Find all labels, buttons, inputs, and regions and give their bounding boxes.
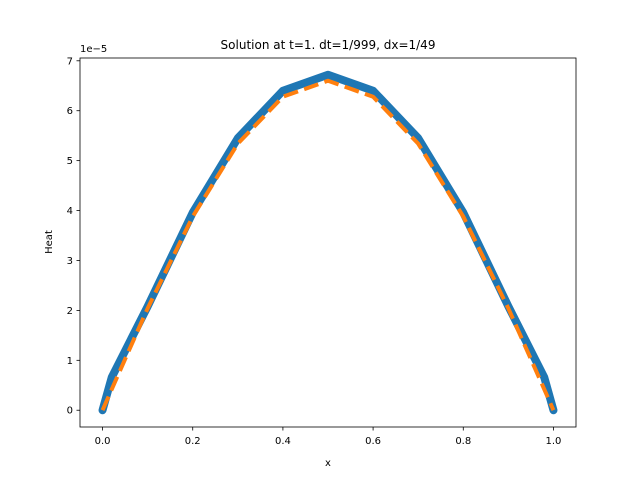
y-tick-label: 0 [67, 406, 73, 417]
y-tick-label: 6 [67, 106, 73, 117]
x-tick-label: 0.8 [455, 436, 471, 447]
x-tick-label: 0.0 [95, 436, 111, 447]
y-tick-label: 5 [67, 156, 73, 167]
x-tick-label: 0.6 [365, 436, 381, 447]
chart-title: Solution at t=1. dt=1/999, dx=1/49 [221, 38, 436, 52]
series-group [98, 70, 558, 415]
x-tick-label: 0.4 [275, 436, 291, 447]
axes-frame [79, 57, 577, 428]
x-tick-label: 0.2 [185, 436, 201, 447]
y-tick-label: 3 [67, 256, 73, 267]
y-axis-label: Heat [44, 230, 55, 254]
plot-area: 0.0 0.2 0.4 0.6 0.8 1.0 0 1 2 3 4 5 6 7 [67, 56, 577, 447]
x-axis-label: x [325, 458, 331, 469]
y-tick-label: 2 [67, 306, 73, 317]
y-tick-label: 4 [67, 206, 73, 217]
y-tick-label: 1 [67, 356, 73, 367]
y-offset-text: 1e−5 [80, 44, 107, 55]
y-tick-label: 7 [67, 56, 73, 67]
dashed-series-line-2 [100, 78, 556, 412]
x-tick-label: 1.0 [546, 436, 562, 447]
